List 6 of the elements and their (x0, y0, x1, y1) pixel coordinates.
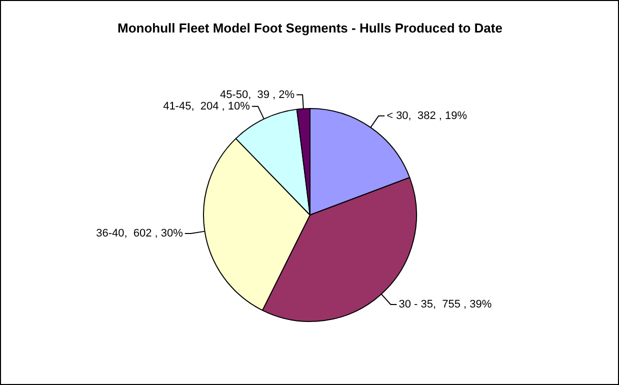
slice-label: < 30, 382 , 19% (386, 110, 468, 122)
slice-label: 30 - 35, 755 , 39% (398, 298, 492, 311)
slice-label: 41-45, 204 , 10% (163, 100, 250, 112)
slice-label: 36-40, 602 , 30% (96, 227, 184, 240)
slice-label: 45-50, 39 , 2% (220, 88, 295, 101)
chart-title: Monohull Fleet Model Foot Segments - Hulls Produced to Date (118, 20, 502, 36)
